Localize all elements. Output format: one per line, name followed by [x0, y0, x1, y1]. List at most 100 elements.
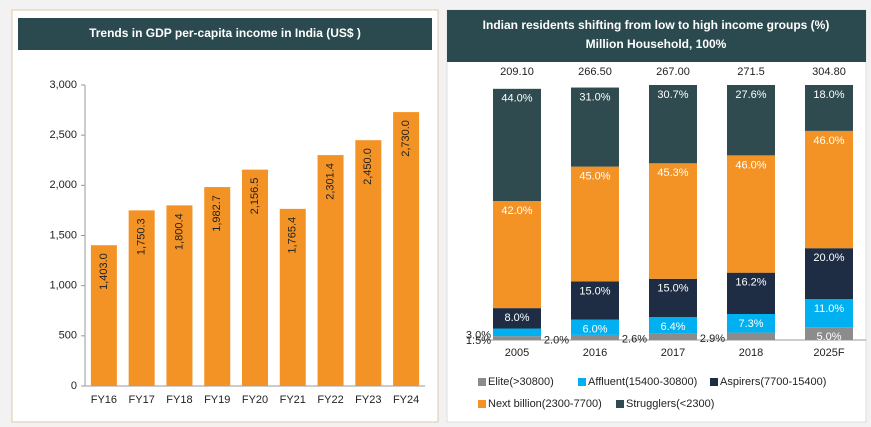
bar-segment: [727, 332, 775, 340]
chart-subtitle: Million Household, 100%: [586, 37, 727, 51]
legend-swatch: [478, 378, 486, 386]
value-label: 45.0%: [579, 171, 610, 183]
bar: [393, 112, 420, 386]
legend-label: Aspirers(7700-15400): [720, 376, 826, 388]
x-tick-label: FY23: [355, 394, 381, 406]
x-tick-label: FY24: [393, 394, 419, 406]
legend-swatch: [616, 400, 624, 408]
total-label: 267.00: [656, 66, 690, 78]
y-tick-label: 1,500: [49, 229, 77, 241]
value-label: 11.0%: [814, 303, 845, 315]
legend-label: Affluent(15400-30800): [588, 376, 697, 388]
y-tick-label: 3,000: [49, 79, 77, 91]
bar-segment: [727, 272, 775, 314]
value-label: 1,750.3: [136, 218, 148, 255]
bar-segment: [649, 317, 697, 334]
value-label: 42.0%: [501, 205, 532, 217]
total-label: 209.10: [500, 66, 534, 78]
value-label: 5.0%: [816, 331, 841, 343]
total-label: 304.80: [812, 66, 846, 78]
bar-segment: [649, 333, 697, 340]
bar-segment: [571, 281, 619, 320]
x-tick-label: FY16: [91, 394, 117, 406]
value-label: 6.0%: [582, 324, 607, 336]
value-label: 2,301.4: [324, 163, 336, 200]
bar-segment: [493, 328, 541, 337]
bar: [128, 210, 155, 386]
value-label: 1,765.4: [287, 217, 299, 254]
x-tick-label: 2017: [661, 347, 685, 359]
bar: [90, 245, 117, 386]
value-label: 3.0%: [466, 329, 491, 341]
value-label: 7.3%: [738, 318, 763, 330]
value-label: 16.2%: [735, 277, 766, 289]
x-tick-label: FY18: [166, 394, 192, 406]
chart-title: Indian residents shifting from low to hi…: [483, 18, 830, 32]
legend-label: Strugglers(<2300): [626, 398, 714, 410]
value-label: 2.0%: [544, 334, 569, 346]
value-label: 46.0%: [735, 159, 766, 171]
y-tick-label: 500: [59, 330, 77, 342]
bar-segment: [805, 248, 853, 300]
value-label: 2,156.5: [249, 178, 261, 215]
value-label: 2.9%: [700, 333, 725, 345]
y-tick-label: 1,000: [49, 280, 77, 292]
value-label: 2.6%: [622, 334, 647, 346]
value-label: 46.0%: [813, 135, 844, 147]
chart-title: Trends in GDP per-capita income in India…: [89, 26, 361, 40]
bar-segment: [805, 85, 853, 131]
bar-segment: [493, 201, 541, 309]
value-label: 45.3%: [657, 167, 688, 179]
value-label: 6.4%: [660, 321, 685, 333]
bar-segment: [571, 334, 619, 340]
bar-segment: [571, 166, 619, 282]
legend-swatch: [710, 378, 718, 386]
value-label: 30.7%: [657, 89, 688, 101]
left-header: [18, 18, 432, 50]
value-label: 15.0%: [579, 285, 610, 297]
bar: [317, 155, 344, 386]
x-tick-label: FY22: [317, 394, 343, 406]
value-label: 1,982.7: [211, 195, 223, 232]
value-label: 31.0%: [579, 91, 610, 103]
bar-segment: [649, 278, 697, 318]
value-label: 2,450.0: [362, 148, 374, 185]
y-tick-label: 2,500: [49, 129, 77, 141]
x-tick-label: 2025F: [813, 347, 844, 359]
bar-segment: [805, 327, 853, 340]
bar: [242, 169, 268, 386]
x-tick-label: FY17: [129, 394, 155, 406]
bar: [355, 140, 382, 386]
y-tick-label: 0: [71, 380, 77, 392]
total-label: 266.50: [578, 66, 612, 78]
bar: [166, 205, 193, 386]
value-label: 1.5%: [466, 335, 491, 347]
value-label: 1,403.0: [98, 253, 110, 290]
bar-segment: [727, 155, 775, 273]
bar-segment: [805, 299, 853, 328]
bar-segment: [493, 336, 541, 340]
legend-swatch: [578, 378, 586, 386]
value-label: 27.6%: [735, 89, 766, 101]
x-tick-label: FY21: [280, 394, 306, 406]
total-label: 271.5: [737, 66, 765, 78]
bar-segment: [649, 163, 697, 279]
legend-label: Elite(>30800): [488, 376, 554, 388]
y-tick-label: 2,000: [49, 179, 77, 191]
bar-segment: [493, 308, 541, 329]
value-label: 1,800.4: [173, 213, 185, 250]
bar-segment: [649, 85, 697, 164]
value-label: 15.0%: [657, 283, 688, 295]
x-tick-label: FY20: [242, 394, 268, 406]
legend-label: Next billion(2300-7700): [488, 398, 602, 410]
legend-swatch: [478, 400, 486, 408]
value-label: 8.0%: [504, 312, 529, 324]
bar: [204, 187, 231, 386]
value-label: 2,730.0: [400, 120, 412, 157]
x-tick-label: 2018: [739, 347, 763, 359]
right-header: [447, 10, 866, 62]
bar-segment: [727, 313, 775, 333]
bar-segment: [727, 85, 775, 156]
value-label: 18.0%: [813, 89, 844, 101]
